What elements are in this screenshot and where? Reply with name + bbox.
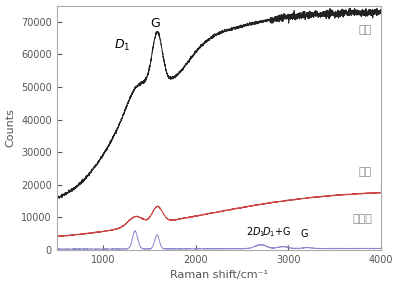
Text: $D_1$: $D_1$ bbox=[115, 38, 131, 53]
Y-axis label: Counts: Counts bbox=[6, 108, 16, 147]
Text: $2D_1$: $2D_1$ bbox=[246, 225, 266, 239]
Text: G: G bbox=[150, 17, 160, 30]
X-axis label: Raman shift/cm⁻¹: Raman shift/cm⁻¹ bbox=[170, 271, 268, 281]
Text: 烟煮: 烟煮 bbox=[359, 167, 372, 177]
Text: G: G bbox=[300, 229, 308, 239]
Text: $D_1$+G: $D_1$+G bbox=[262, 225, 291, 239]
Text: 褂煮: 褂煮 bbox=[359, 25, 372, 35]
Text: 无烟煮: 无烟煮 bbox=[352, 214, 372, 224]
